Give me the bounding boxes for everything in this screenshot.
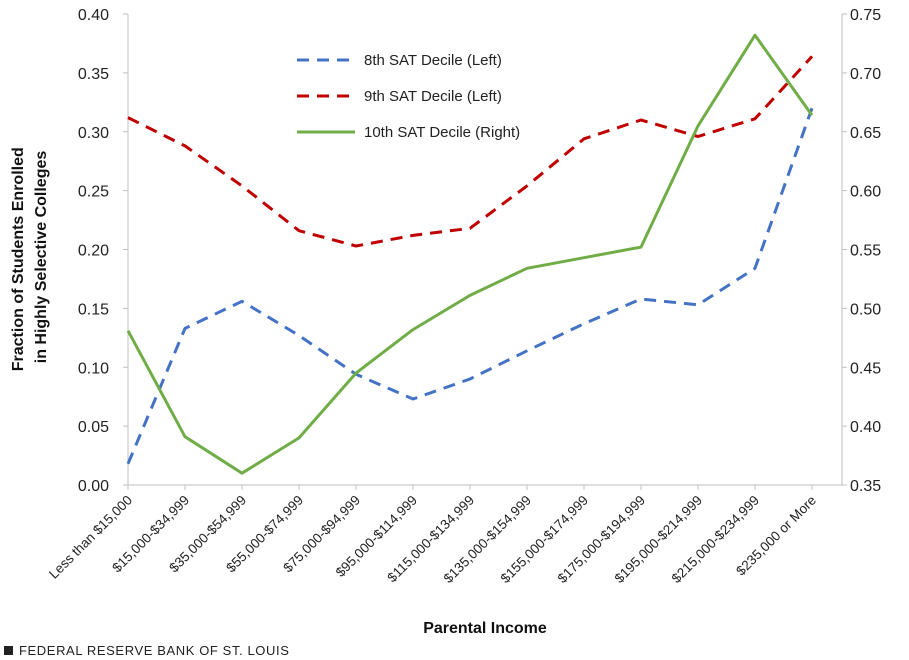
y-axis-title-line-2: in Highly Selective Colleges — [33, 151, 50, 364]
right-tick-label: 0.50 — [850, 301, 881, 318]
legend-label-2: 9th SAT Decile (Left) — [364, 88, 502, 105]
series-line-3 — [126, 33, 814, 475]
right-tick-label: 0.65 — [850, 125, 881, 142]
right-tick-label: 0.75 — [850, 7, 881, 24]
left-tick-label: 0.15 — [78, 301, 109, 318]
right-tick-label: 0.70 — [850, 66, 881, 83]
footer-square-icon — [4, 645, 13, 655]
right-tick-label: 0.35 — [850, 478, 881, 495]
right-tick-label: 0.60 — [850, 184, 881, 201]
x-axis-title: Parental Income — [423, 620, 547, 637]
left-tick-label: 0.40 — [78, 7, 109, 24]
left-tick-label: 0.05 — [78, 419, 109, 436]
y-axis-title: Fraction of Students Enrolled in Highly … — [10, 143, 50, 371]
legend-label-3: 10th SAT Decile (Right) — [364, 124, 520, 141]
footer-text: FEDERAL RESERVE BANK OF ST. LOUIS — [19, 642, 290, 658]
series-line-1 — [126, 107, 814, 465]
left-tick-label: 0.20 — [78, 243, 109, 260]
footer: FEDERAL RESERVE BANK OF ST. LOUIS — [4, 641, 289, 659]
left-tick-label: 0.25 — [78, 184, 109, 201]
legend-label-1: 8th SAT Decile (Left) — [364, 52, 502, 69]
left-tick-label: 0.10 — [78, 360, 109, 377]
legend: 8th SAT Decile (Left) 9th SAT Decile (Lef… — [297, 52, 520, 141]
right-tick-label: 0.40 — [850, 419, 881, 436]
series-line-2 — [127, 55, 814, 248]
left-tick-label: 0.35 — [78, 66, 109, 83]
left-tick-label: 0.00 — [78, 478, 109, 495]
left-tick-label: 0.30 — [78, 125, 109, 142]
right-tick-label: 0.45 — [850, 360, 881, 377]
right-tick-label: 0.55 — [850, 243, 881, 260]
y-axis-title-line-1: Fraction of Students Enrolled — [10, 147, 27, 371]
